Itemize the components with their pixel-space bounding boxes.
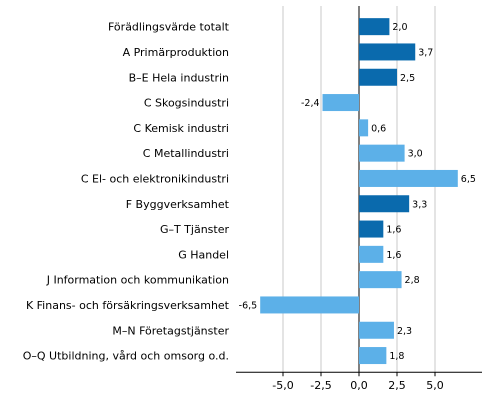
- tick-label-0: -5,0: [272, 379, 293, 392]
- bar-9: [359, 245, 384, 263]
- bar-4: [359, 119, 369, 137]
- value-labels: 2,0 3,7 2,5 -2,4 0,6 3,0 6,5 3,3 1,6 1,6 2,8 -6,5 2,…: [239, 22, 476, 362]
- value-label-13: 1,8: [389, 351, 404, 362]
- category-label-12: M–N Företagstjänster: [112, 324, 229, 337]
- value-label-0: 2,0: [392, 22, 407, 33]
- bar-7: [359, 195, 410, 213]
- value-label-12: 2,3: [397, 326, 412, 337]
- category-label-6: C El- och elektronikindustri: [81, 172, 229, 185]
- tick-label-3: 2,5: [388, 379, 406, 392]
- category-label-8: G–T Tjänster: [160, 223, 230, 236]
- bar-3: [322, 94, 359, 112]
- value-label-3: -2,4: [301, 98, 320, 109]
- value-label-6: 6,5: [461, 174, 476, 185]
- bar-0: [359, 18, 390, 36]
- value-label-1: 3,7: [418, 47, 433, 58]
- category-label-7: F Byggverksamhet: [126, 198, 230, 211]
- value-label-8: 1,6: [386, 225, 401, 236]
- tick-label-2: 0,0: [350, 379, 368, 392]
- bar-5: [359, 144, 405, 162]
- category-label-5: C Metallindustri: [143, 147, 229, 160]
- category-label-11: K Finans- och försäkringsverksamhet: [26, 299, 230, 312]
- x-axis-ticks: -5,0 -2,5 0,0 2,5 5,0: [272, 372, 444, 392]
- bar-6: [359, 169, 458, 187]
- tick-label-1: -2,5: [310, 379, 331, 392]
- bar-11: [260, 296, 359, 314]
- bar-8: [359, 220, 384, 238]
- category-label-1: A Primärproduktion: [123, 46, 229, 59]
- value-label-7: 3,3: [412, 199, 427, 210]
- value-label-9: 1,6: [386, 250, 401, 261]
- value-label-11: -6,5: [239, 300, 258, 311]
- bar-13: [359, 347, 387, 365]
- tick-label-4: 5,0: [426, 379, 444, 392]
- bar-10: [359, 271, 402, 289]
- category-label-9: G Handel: [178, 248, 229, 261]
- value-label-5: 3,0: [408, 149, 423, 160]
- grid-lines: [236, 6, 482, 373]
- value-label-2: 2,5: [400, 73, 415, 84]
- category-labels: Förädlingsvärde totalt A Primärproduktion…: [23, 21, 230, 363]
- category-label-3: C Skogsindustri: [144, 97, 229, 110]
- bar-2: [359, 68, 397, 86]
- bar-1: [359, 43, 416, 61]
- bar-12: [359, 321, 394, 339]
- category-label-13: O–Q Utbildning, vård och omsorg o.d.: [23, 350, 229, 363]
- category-label-0: Förädlingsvärde totalt: [108, 21, 230, 34]
- value-label-10: 2,8: [405, 275, 420, 286]
- value-label-4: 0,6: [371, 123, 386, 134]
- category-label-2: B–E Hela industrin: [129, 71, 229, 84]
- category-label-4: C Kemisk industri: [133, 122, 229, 135]
- bars: [260, 18, 458, 365]
- category-label-10: J Information och kommunikation: [46, 274, 229, 287]
